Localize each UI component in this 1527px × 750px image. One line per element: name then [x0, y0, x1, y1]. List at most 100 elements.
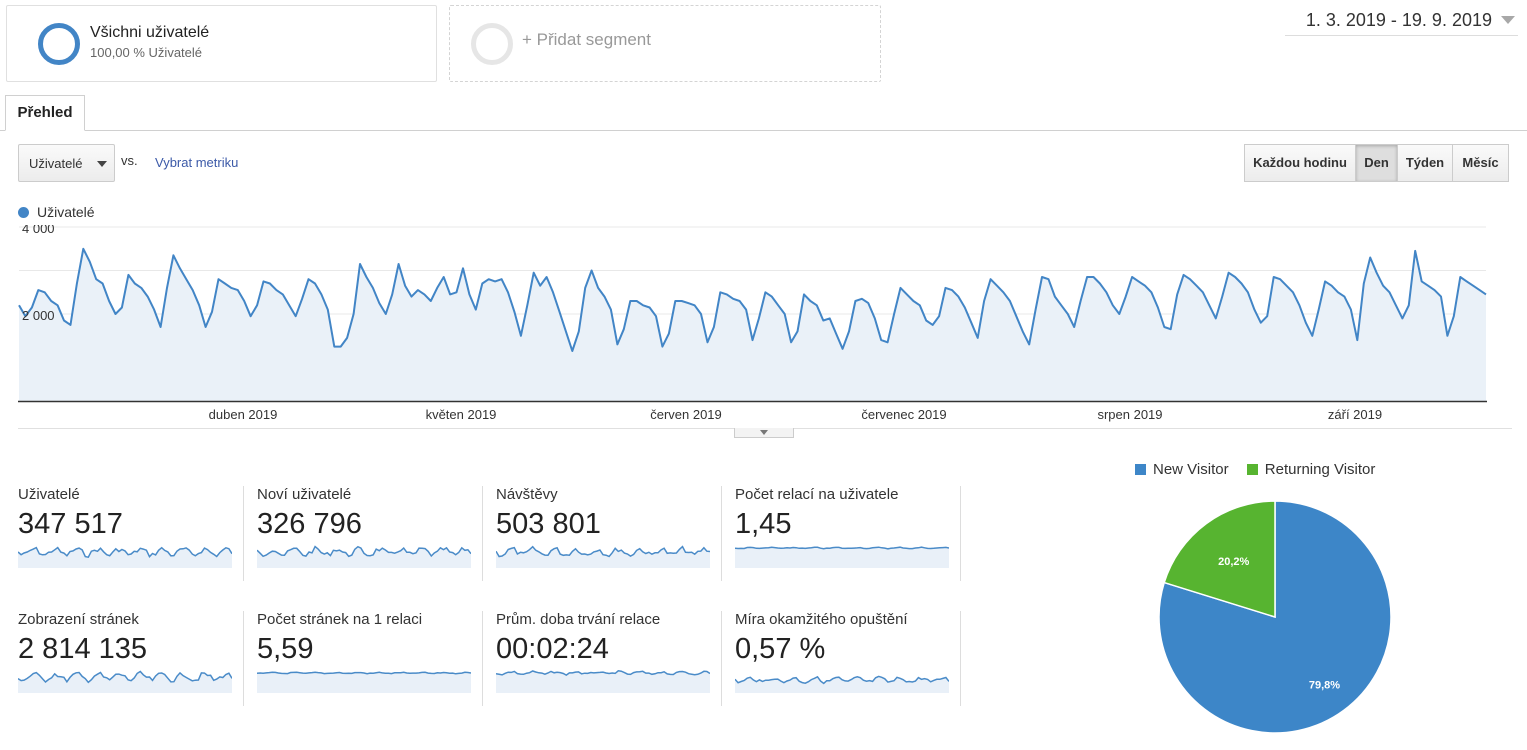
- x-tick-label: srpen 2019: [1097, 407, 1162, 422]
- metric-card-divider: [960, 486, 961, 581]
- metric-label: Počet stránek na 1 relaci: [257, 611, 423, 628]
- metric-card-divider: [243, 611, 244, 706]
- sparkline-area: [735, 547, 949, 568]
- sparkline-line: [257, 671, 471, 675]
- metric-card-divider: [721, 611, 722, 706]
- sparkline-area: [257, 546, 471, 568]
- sparkline-line: [496, 670, 710, 676]
- metric-value: 00:02:24: [496, 633, 609, 665]
- sparkline-line: [735, 675, 949, 685]
- metric-select[interactable]: Uživatelé: [18, 144, 115, 182]
- add-segment-label: + Přidat segment: [522, 30, 651, 49]
- metric-card[interactable]: Míra okamžitého opuštění 0,57 %: [735, 611, 961, 706]
- caret-down-icon: [760, 430, 768, 435]
- sparkline-line: [496, 545, 710, 558]
- sparkline-line: [257, 545, 471, 558]
- visitor-type-pie-chart: 79,8% 20,2%: [1158, 500, 1392, 734]
- chart-collapse-handle[interactable]: [734, 428, 794, 438]
- metric-card[interactable]: Zobrazení stránek 2 814 135: [18, 611, 244, 706]
- metric-card[interactable]: Noví uživatelé 326 796: [257, 486, 483, 581]
- date-range-picker[interactable]: 1. 3. 2019 - 19. 9. 2019: [1305, 10, 1492, 30]
- pie-slice-label: 79,8%: [1309, 679, 1340, 691]
- metric-value: 326 796: [257, 508, 362, 540]
- metric-card[interactable]: Počet stránek na 1 relaci 5,59: [257, 611, 483, 706]
- sparkline-area: [257, 672, 471, 693]
- metric-card-divider: [482, 611, 483, 706]
- pie-slice[interactable]: [1163, 500, 1276, 619]
- metric-sparkline: [496, 545, 710, 568]
- x-tick-label: duben 2019: [209, 407, 278, 422]
- metric-label: Prům. doba trvání relace: [496, 611, 661, 628]
- x-tick-label: červen 2019: [650, 407, 722, 422]
- x-tick-label: červenec 2019: [861, 407, 946, 422]
- metric-sparkline: [257, 545, 471, 568]
- pie-slice[interactable]: [1158, 500, 1392, 734]
- vs-label: vs.: [121, 153, 138, 168]
- date-range-underline: [1285, 35, 1518, 36]
- select-metric-link[interactable]: Vybrat metriku: [155, 155, 239, 170]
- chevron-down-icon[interactable]: [1501, 16, 1515, 24]
- granularity-week-button[interactable]: Týden: [1397, 144, 1453, 182]
- legend-dot-icon: [18, 207, 29, 218]
- metric-sparkline: [18, 670, 232, 693]
- metric-card[interactable]: Uživatelé 347 517: [18, 486, 244, 581]
- metric-label: Míra okamžitého opuštění: [735, 611, 908, 628]
- metric-card-divider: [721, 486, 722, 581]
- metric-sparkline: [257, 671, 471, 693]
- sparkline-line: [18, 546, 232, 559]
- metric-label: Uživatelé: [18, 486, 80, 503]
- metric-card[interactable]: Prům. doba trvání relace 00:02:24: [496, 611, 722, 706]
- granularity-day-button[interactable]: Den: [1355, 144, 1398, 182]
- segment-all-users[interactable]: Všichni uživatelé 100,00 % Uživatelé: [6, 5, 437, 82]
- series-line: [18, 247, 1487, 352]
- metric-value: 1,45: [735, 508, 792, 540]
- metric-label: Návštěvy: [496, 486, 558, 503]
- metric-value: 0,57 %: [735, 633, 826, 665]
- segment-title: Všichni uživatelé: [90, 24, 210, 41]
- chevron-down-icon: [97, 161, 107, 167]
- legend-series-label: Uživatelé: [37, 204, 95, 220]
- metric-card[interactable]: Návštěvy 503 801: [496, 486, 722, 581]
- sparkline-area: [18, 547, 232, 568]
- pie-legend: New Visitor Returning Visitor: [1135, 461, 1375, 478]
- legend-returning-visitor-label: Returning Visitor: [1264, 461, 1376, 478]
- tab-bar-divider: [0, 130, 1527, 131]
- y-tick-label: 4 000: [22, 225, 55, 236]
- metric-sparkline: [496, 670, 710, 693]
- pie-slice-label: 20,2%: [1218, 556, 1249, 568]
- metric-card-divider: [243, 486, 244, 581]
- granularity-toggle: Každou hodinu Den Týden Měsíc: [1244, 144, 1509, 182]
- sparkline-area: [496, 670, 710, 693]
- y-tick-label: 2 000: [22, 308, 55, 323]
- segment-placeholder-icon: [471, 23, 513, 65]
- granularity-hourly-button[interactable]: Každou hodinu: [1244, 144, 1356, 182]
- metric-value: 5,59: [257, 633, 314, 665]
- sparkline-area: [496, 546, 710, 568]
- legend-new-visitor-label: New Visitor: [1153, 461, 1229, 478]
- metric-select-label: Uživatelé: [29, 156, 83, 171]
- metric-label: Zobrazení stránek: [18, 611, 139, 628]
- users-line-chart: 2 000 4 000 duben 2019 květen 2019 červen 20…: [18, 225, 1487, 422]
- tab-overview[interactable]: Přehled: [5, 95, 85, 131]
- segment-ring-icon: [38, 23, 80, 65]
- x-tick-label: květen 2019: [426, 407, 497, 422]
- sparkline-line: [735, 546, 949, 550]
- legend-returning-visitor-swatch: [1246, 464, 1258, 475]
- metric-sparkline: [735, 675, 949, 693]
- metric-card-divider: [482, 486, 483, 581]
- metric-card-divider: [960, 611, 961, 706]
- metric-sparkline: [18, 546, 232, 568]
- chart-legend: Uživatelé: [18, 204, 95, 220]
- legend-new-visitor-swatch: [1135, 464, 1146, 475]
- metric-card[interactable]: Počet relací na uživatele 1,45: [735, 486, 961, 581]
- segment-subtitle: 100,00 % Uživatelé: [90, 45, 203, 60]
- metric-value: 2 814 135: [18, 633, 148, 665]
- granularity-month-button[interactable]: Měsíc: [1452, 144, 1509, 182]
- metric-label: Počet relací na uživatele: [735, 486, 899, 503]
- metric-value: 503 801: [496, 508, 601, 540]
- sparkline-line: [18, 670, 232, 684]
- add-segment-button[interactable]: + Přidat segment: [449, 5, 881, 82]
- metric-sparkline: [735, 546, 949, 568]
- series-area: [19, 248, 1486, 401]
- x-tick-label: září 2019: [1328, 407, 1382, 422]
